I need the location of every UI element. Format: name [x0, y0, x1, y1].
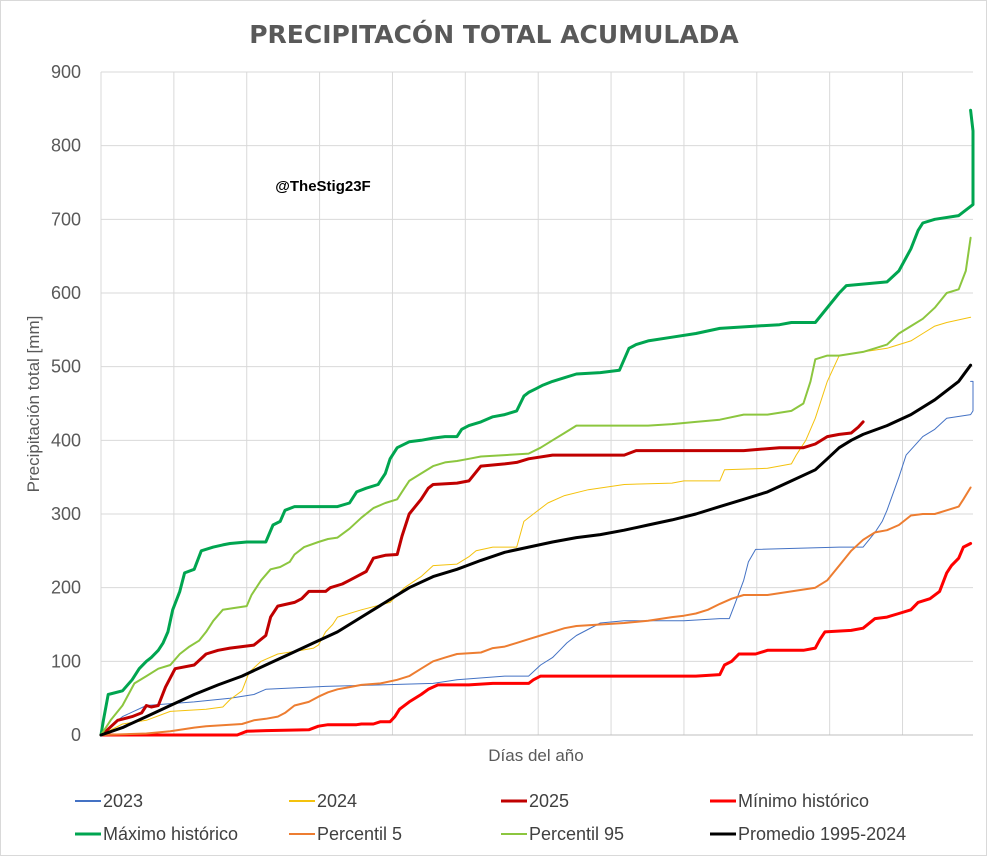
series-line-5: [100, 486, 972, 736]
series-line-0: [100, 380, 974, 736]
series-line-6: [100, 236, 972, 736]
grid-layer: [100, 71, 973, 736]
legend-item: Percentil 95: [501, 824, 624, 844]
y-tick-label: 100: [51, 651, 81, 671]
legend-label: 2024: [317, 791, 357, 811]
series-line-2: [99, 420, 865, 737]
series-line-7: [99, 363, 973, 737]
axis-layer: 0 100 200 300 400 500 600 700 800 900: [51, 62, 973, 745]
legend-item: 2025: [501, 791, 569, 811]
legend-label: 2025: [529, 791, 569, 811]
y-tick-label: 500: [51, 357, 81, 377]
watermark-annotation: @TheStig23F: [275, 178, 370, 195]
y-tick-label: 300: [51, 504, 81, 524]
legend-label: Máximo histórico: [103, 824, 238, 844]
y-tick-label: 700: [51, 209, 81, 229]
legend-item: Percentil 5: [289, 824, 402, 844]
y-tick-label: 600: [51, 283, 81, 303]
legend: 2023 2024 2025 Mínimo histórico Máximo histó…: [75, 791, 906, 844]
legend-item: Mínimo histórico: [710, 791, 869, 811]
legend-label: 2023: [103, 791, 143, 811]
legend-label: Percentil 95: [529, 824, 624, 844]
x-axis-label: Días del año: [488, 746, 583, 765]
series-line-1: [100, 316, 972, 736]
legend-label: Promedio 1995-2024: [738, 824, 906, 844]
y-tick-label: 900: [51, 62, 81, 82]
legend-label: Percentil 5: [317, 824, 402, 844]
y-tick-label: 200: [51, 578, 81, 598]
legend-item: 2024: [289, 791, 357, 811]
legend-item: Máximo histórico: [75, 824, 238, 844]
series-line-3: [99, 542, 973, 737]
series-line-4: [99, 108, 975, 737]
legend-label: Mínimo histórico: [738, 791, 869, 811]
legend-item: Promedio 1995-2024: [710, 824, 906, 844]
series-layer: [99, 108, 975, 737]
y-axis-label: Precipitación total [mm]: [24, 316, 43, 493]
y-tick-label: 800: [51, 136, 81, 156]
y-tick-label: 0: [71, 725, 81, 745]
legend-item: 2023: [75, 791, 143, 811]
y-tick-label: 400: [51, 430, 81, 450]
chart-title: PRECIPITACÓN TOTAL ACUMULADA: [249, 19, 739, 49]
